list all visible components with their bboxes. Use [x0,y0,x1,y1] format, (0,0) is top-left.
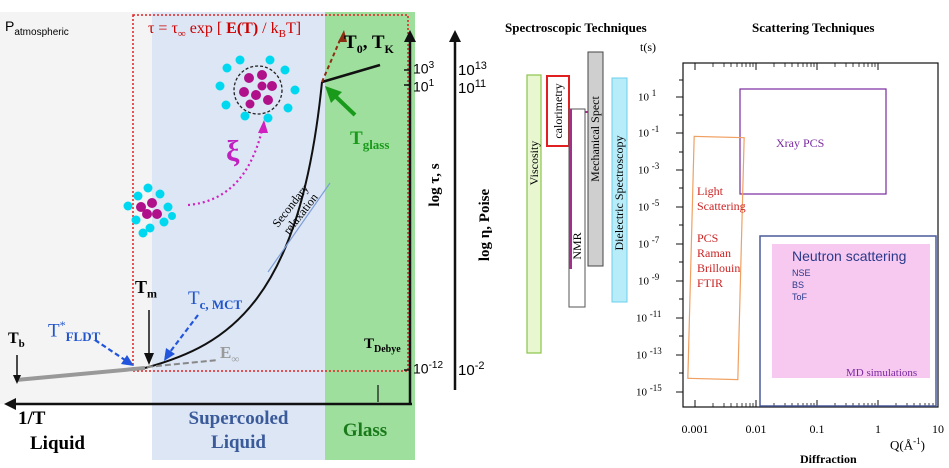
t-debye-label: TDebye [364,336,401,355]
y-tick-label: 10 1 [638,88,657,104]
eta-tick-label-1e13: 1013 [458,60,487,79]
tau-tick-label-1e1: 101 [413,78,435,95]
tstar-fldt-label: T*FLDT [48,318,101,345]
x-tick-label: 0.01 [745,422,767,436]
y-tick-label: 10 -1 [638,124,660,140]
eta-axis-arrowhead [449,30,461,42]
y-tick-label: 10 -15 [636,383,662,399]
p-atmospheric-label: Patmospheric [5,18,69,38]
q-axis-label: Q(Å-1) [890,436,925,453]
e-infinity-line [146,359,219,368]
secondary-relaxation-line [267,182,331,273]
viscosity-bar [526,74,542,354]
supercooled-dotted-box [132,14,409,372]
liquid-region-label: Liquid [30,433,85,454]
scattering-plot-frame [682,62,939,408]
glass-region-label: Glass [342,420,388,441]
eta-tick-label-1e-2: 10-2 [458,360,485,379]
vft-arrowhead [338,30,347,42]
tau-axis-arrowhead [404,30,416,42]
large-molecular-cluster [215,55,300,123]
y-tick-label: 10 -7 [638,235,660,251]
tglass-label: Tglass [350,128,390,152]
tb-label: Tb [8,330,25,351]
tau-tick-label-1e-12: 10-12 [413,360,444,377]
md-simulations-label: MD simulations [846,367,918,379]
tglass-arrow [331,92,357,117]
tc-arrowhead [164,348,175,361]
tm-arrowhead [144,353,154,365]
y-tick-marks [676,79,683,393]
time-axis-label: t(s) [640,40,656,54]
mechanical-spect-label: Mechanical Spect [588,96,602,182]
scattering-title: Scattering Techniques [752,20,875,35]
tau-tick-label-1e3: 103 [413,60,435,77]
y-tick-label: 10 -9 [638,272,660,288]
dielectric-bar [611,77,628,303]
calorimetry-label: calorimetry [551,83,565,139]
tstar-arrowhead [121,355,134,366]
tstar-arrow [94,339,126,361]
neutron-items: NSE BS ToF [792,268,811,302]
tau-equation: τ = τ∞ exp [ E(T) / kBT] [148,20,302,41]
axis-arrowhead-left [4,398,16,410]
xray-pcs-label: Xray PCS [776,136,825,150]
viscosity-curve [144,81,323,369]
mechanical-bar [587,51,604,267]
light-scattering-label: Light Scattering [697,184,746,213]
x-tick-label: 10 [932,422,944,436]
x-tick-label: 1 [875,422,881,436]
xray-pcs-box [739,88,887,195]
y-tick-label: 10 -13 [636,346,662,362]
tb-arrowhead [13,375,21,384]
glass-line [321,63,381,84]
y-tick-label: 10 -11 [636,309,662,325]
dielectric-spectroscopy-label: Dielectric Spectroscopy [612,135,626,251]
light-scattering-box [687,135,745,381]
e-infinity-label: E∞ [220,343,240,366]
xi-label: ξ [226,135,240,168]
tm-label: Tm [135,277,158,301]
liquid-bottom [0,404,152,460]
inverse-temperature-label: 1/T [18,408,46,429]
nmr-label: NMR [570,232,584,260]
diffraction-label: Diffraction [800,452,857,466]
small-molecular-cluster [123,183,176,238]
supercooled-region-label: Supercooled Liquid [188,408,289,453]
viscosity-label: Viscosity [527,140,541,186]
pcs-raman-label: PCS Raman Brillouin FTIR [697,231,741,290]
nmr-segment [569,109,572,269]
md-simulations-box [772,244,930,378]
y-tick-label: 10 -3 [638,161,660,177]
neutron-scattering-box [759,235,937,407]
tglass-arrowhead [325,86,342,103]
spectroscopic-title: Spectroscopic Techniques [505,20,647,35]
cluster-growth-arrowhead [258,120,268,133]
tc-mct-label: Tc, MCT [188,288,243,312]
liquid-line [15,366,146,382]
eta-tick-label-1e11: 1011 [458,78,487,97]
x-tick-label: 0.001 [681,422,709,436]
neutron-scattering-title: Neutron scattering [792,248,907,264]
glass-region [325,12,415,460]
vft-extension [321,39,341,83]
y-tick-label: 10 -5 [638,198,660,214]
t0-tk-label: T0, TK [344,32,394,56]
x-tick-label: 0.1 [809,422,825,436]
left-diagram-graphics [4,14,461,410]
